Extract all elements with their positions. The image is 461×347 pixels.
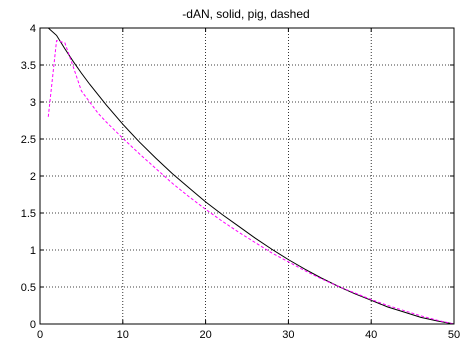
y-tick-label: 4 bbox=[30, 23, 36, 35]
x-tick-label: 40 bbox=[365, 329, 377, 341]
x-tick-label: 20 bbox=[199, 329, 211, 341]
y-tick-label: 2.5 bbox=[21, 134, 36, 146]
y-tick-label: 0.5 bbox=[21, 282, 36, 294]
y-tick-label: 1 bbox=[30, 245, 36, 257]
series-lines bbox=[47, 27, 455, 325]
y-tick-label: 2 bbox=[30, 171, 36, 183]
x-tick-label: 30 bbox=[282, 329, 294, 341]
grid-lines bbox=[40, 28, 454, 324]
y-tick-label: 3.5 bbox=[21, 60, 36, 72]
y-tick-label: 0 bbox=[30, 319, 36, 331]
x-tick-label: 10 bbox=[117, 329, 129, 341]
x-tick-label: 50 bbox=[448, 329, 460, 341]
y-tick-label: 3 bbox=[30, 97, 36, 109]
y-tick-label: 1.5 bbox=[21, 208, 36, 220]
series-line-2 bbox=[47, 39, 455, 325]
chart-title: -dAN, solid, pig, dashed bbox=[182, 7, 309, 21]
x-axis-ticks: 0 10 20 30 40 50 bbox=[37, 28, 460, 341]
series-line-1 bbox=[47, 27, 455, 325]
x-tick-label: 0 bbox=[37, 329, 43, 341]
y-axis-ticks: 0 0.5 1 1.5 2 2.5 3 3.5 4 bbox=[21, 23, 454, 331]
